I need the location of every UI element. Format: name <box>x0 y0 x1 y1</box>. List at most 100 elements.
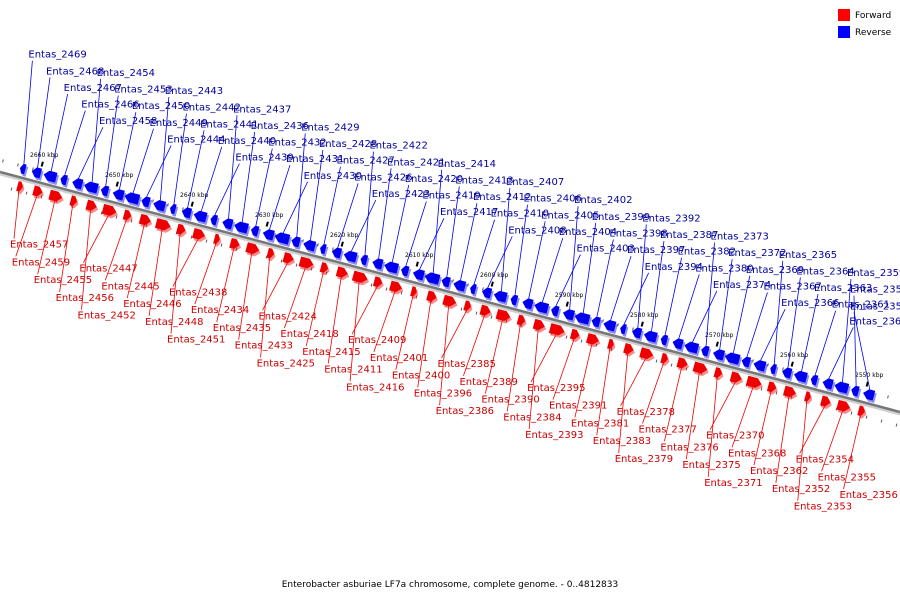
reverse-gene-label[interactable]: Entas_2468 <box>46 66 104 77</box>
forward-gene-label[interactable]: Entas_2376 <box>660 442 718 453</box>
reverse-gene-label[interactable]: Entas_2399 <box>592 212 650 223</box>
forward-gene-label[interactable]: Entas_2353 <box>794 502 852 513</box>
reverse-gene-label[interactable]: Entas_2454 <box>97 68 155 79</box>
reverse-gene-label[interactable]: Entas_2394 <box>645 262 703 273</box>
reverse-gene-label[interactable]: Entas_2366 <box>781 298 839 309</box>
reverse-gene-label[interactable]: Entas_2437 <box>233 104 291 115</box>
forward-gene-label[interactable]: Entas_2379 <box>615 454 673 465</box>
forward-gene-label[interactable]: Entas_2445 <box>101 281 159 292</box>
forward-gene-label[interactable]: Entas_2401 <box>370 353 428 364</box>
forward-gene-label[interactable]: Entas_2381 <box>571 418 629 429</box>
forward-gene-label[interactable]: Entas_2455 <box>34 275 92 286</box>
forward-gene-label[interactable]: Entas_2438 <box>169 287 227 298</box>
reverse-gene-label[interactable]: Entas_2449 <box>150 118 208 129</box>
reverse-gene-label[interactable]: Entas_2440 <box>218 136 276 147</box>
reverse-gene-label[interactable]: Entas_2423 <box>372 189 430 200</box>
reverse-gene-label[interactable]: Entas_2413 <box>455 175 513 186</box>
forward-gene-label[interactable]: Entas_2384 <box>503 412 561 423</box>
reverse-gene-label[interactable]: Entas_2405 <box>541 210 599 221</box>
forward-gene-label[interactable]: Entas_2352 <box>772 484 830 495</box>
reverse-gene-label[interactable]: Entas_2374 <box>713 280 771 291</box>
reverse-gene-label[interactable]: Entas_2417 <box>440 207 498 218</box>
reverse-gene-label[interactable]: Entas_2426 <box>354 172 412 183</box>
forward-gene-label[interactable]: Entas_2356 <box>839 490 897 501</box>
reverse-gene-label[interactable]: Entas_2430 <box>304 171 362 182</box>
reverse-gene-label[interactable]: Entas_2427 <box>337 156 395 167</box>
reverse-gene-label[interactable]: Entas_2402 <box>574 195 632 206</box>
reverse-gene-label[interactable]: Entas_2406 <box>524 194 582 205</box>
reverse-gene-label[interactable]: Entas_2367 <box>763 282 821 293</box>
forward-gene-label[interactable]: Entas_2416 <box>346 382 404 393</box>
forward-gene-label[interactable]: Entas_2375 <box>682 460 740 471</box>
reverse-gene-label[interactable]: Entas_2453 <box>114 85 172 96</box>
forward-gene-label[interactable]: Entas_2368 <box>728 448 786 459</box>
reverse-gene-label[interactable]: Entas_2369 <box>746 265 804 276</box>
forward-gene-label[interactable]: Entas_2434 <box>191 305 249 316</box>
reverse-gene-label[interactable]: Entas_2436 <box>251 121 309 132</box>
reverse-gene-label[interactable]: Entas_2422 <box>369 141 427 152</box>
forward-gene-label[interactable]: Entas_2418 <box>280 329 338 340</box>
reverse-gene-label[interactable]: Entas_2467 <box>64 83 122 94</box>
reverse-gene-label[interactable]: Entas_2441 <box>200 119 258 130</box>
reverse-gene-label[interactable]: Entas_2360 <box>849 316 900 327</box>
forward-gene-label[interactable]: Entas_2370 <box>706 431 764 442</box>
forward-gene-label[interactable]: Entas_2457 <box>10 240 68 251</box>
forward-gene-label[interactable]: Entas_2389 <box>459 377 517 388</box>
forward-gene-label[interactable]: Entas_2355 <box>818 472 876 483</box>
forward-gene-label[interactable]: Entas_2391 <box>549 401 607 412</box>
reverse-gene-label[interactable]: Entas_2429 <box>301 122 359 133</box>
reverse-gene-label[interactable]: Entas_2363 <box>814 283 872 294</box>
reverse-gene-label[interactable]: Entas_2412 <box>473 192 531 203</box>
reverse-gene-label[interactable]: Entas_2380 <box>695 263 753 274</box>
reverse-gene-label[interactable]: Entas_2443 <box>165 86 223 97</box>
reverse-gene-label[interactable]: Entas_2361 <box>832 300 890 311</box>
reverse-gene-label[interactable]: Entas_2387 <box>660 230 718 241</box>
reverse-gene-label[interactable]: Entas_2357 <box>850 301 900 312</box>
reverse-gene-label[interactable]: Entas_2358 <box>850 285 900 296</box>
forward-gene-label[interactable]: Entas_2386 <box>436 406 494 417</box>
reverse-gene-label[interactable]: Entas_2469 <box>28 50 86 61</box>
reverse-gene-label[interactable]: Entas_2392 <box>642 213 700 224</box>
forward-gene-label[interactable]: Entas_2424 <box>258 311 316 322</box>
forward-gene-label[interactable]: Entas_2452 <box>78 311 136 322</box>
reverse-gene-label[interactable]: Entas_2442 <box>182 103 240 114</box>
forward-gene-label[interactable]: Entas_2354 <box>796 455 854 466</box>
reverse-gene-label[interactable]: Entas_2421 <box>387 157 445 168</box>
forward-gene-label[interactable]: Entas_2446 <box>123 299 181 310</box>
forward-gene-label[interactable]: Entas_2435 <box>213 323 271 334</box>
reverse-gene-label[interactable]: Entas_2359 <box>847 268 900 279</box>
forward-gene-label[interactable]: Entas_2409 <box>348 335 406 346</box>
forward-gene-label[interactable]: Entas_2385 <box>438 359 496 370</box>
forward-gene-label[interactable]: Entas_2456 <box>56 293 114 304</box>
reverse-gene-label[interactable]: Entas_2407 <box>506 177 564 188</box>
reverse-gene-label[interactable]: Entas_2397 <box>627 245 685 256</box>
reverse-gene-label[interactable]: Entas_2373 <box>711 232 769 243</box>
forward-gene-label[interactable]: Entas_2371 <box>704 478 762 489</box>
forward-gene-label[interactable]: Entas_2451 <box>167 335 225 346</box>
reverse-gene-label[interactable]: Entas_2432 <box>268 138 326 149</box>
forward-gene-label[interactable]: Entas_2390 <box>481 395 539 406</box>
forward-gene-label[interactable]: Entas_2378 <box>617 407 675 418</box>
forward-gene-label[interactable]: Entas_2415 <box>302 347 360 358</box>
reverse-gene-label[interactable]: Entas_2382 <box>678 247 736 258</box>
forward-gene-label[interactable]: Entas_2395 <box>527 383 585 394</box>
reverse-gene-label[interactable]: Entas_2404 <box>559 227 617 238</box>
reverse-gene-label[interactable]: Entas_2420 <box>405 174 463 185</box>
forward-gene-label[interactable]: Entas_2411 <box>324 365 382 376</box>
reverse-gene-label[interactable]: Entas_2398 <box>609 228 667 239</box>
forward-gene-label[interactable]: Entas_2377 <box>639 425 697 436</box>
reverse-gene-label[interactable]: Entas_2414 <box>438 159 496 170</box>
forward-gene-label[interactable]: Entas_2433 <box>235 341 293 352</box>
reverse-gene-label[interactable]: Entas_2410 <box>491 209 549 220</box>
forward-gene-label[interactable]: Entas_2447 <box>79 264 137 275</box>
forward-gene-label[interactable]: Entas_2400 <box>392 371 450 382</box>
reverse-gene-label[interactable]: Entas_2431 <box>286 154 344 165</box>
reverse-gene-label[interactable]: Entas_2458 <box>99 116 157 127</box>
reverse-gene-label[interactable]: Entas_2419 <box>422 191 480 202</box>
forward-gene-label[interactable]: Entas_2425 <box>257 358 315 369</box>
reverse-gene-label[interactable]: Entas_2403 <box>576 244 634 255</box>
reverse-gene-label[interactable]: Entas_2364 <box>796 266 854 277</box>
reverse-gene-label[interactable]: Entas_2408 <box>508 225 566 236</box>
reverse-gene-label[interactable]: Entas_2428 <box>319 139 377 150</box>
reverse-gene-label[interactable]: Entas_2365 <box>779 250 837 261</box>
